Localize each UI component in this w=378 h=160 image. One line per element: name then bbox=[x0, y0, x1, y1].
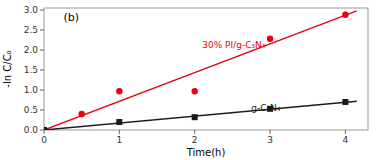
square-point bbox=[44, 127, 47, 130]
square-point bbox=[342, 99, 348, 105]
y-tick-label: 3.0 bbox=[24, 5, 39, 15]
circle-point bbox=[78, 111, 84, 117]
y-tick bbox=[40, 30, 44, 31]
circle-point bbox=[267, 36, 273, 42]
x-tick bbox=[44, 130, 45, 134]
y-tick bbox=[40, 90, 44, 91]
y-tick-label: 0.0 bbox=[24, 125, 39, 135]
y-tick-label: 0.5 bbox=[24, 105, 38, 115]
x-tick-label: 1 bbox=[116, 135, 122, 145]
x-tick-label: 4 bbox=[343, 135, 349, 145]
y-tick bbox=[40, 110, 44, 111]
y-tick-label: 2.0 bbox=[24, 45, 39, 55]
square-point bbox=[192, 114, 198, 120]
fit-line bbox=[44, 11, 357, 130]
x-tick bbox=[119, 130, 120, 134]
y-tick bbox=[40, 130, 44, 131]
circle-point bbox=[44, 127, 47, 130]
fit-line bbox=[44, 101, 357, 130]
axes: 0 1 2 3 4 0.0 0.5 1.0 1.5 2.0 2.5 3.0 bbox=[24, 5, 349, 145]
y-tick bbox=[40, 70, 44, 71]
y-tick bbox=[40, 10, 44, 11]
circle-point bbox=[191, 88, 197, 94]
annotation: g-C₃N₄ bbox=[251, 103, 281, 113]
plot-frame bbox=[44, 8, 368, 130]
y-tick-label: 2.5 bbox=[24, 25, 38, 35]
y-tick-label: 1.0 bbox=[24, 85, 39, 95]
plot-area bbox=[44, 11, 357, 130]
x-axis-label: Time(h) bbox=[186, 147, 226, 158]
title: (b) bbox=[63, 11, 79, 24]
y-tick bbox=[40, 50, 44, 51]
x-tick bbox=[345, 130, 346, 134]
x-tick bbox=[270, 130, 271, 134]
y-axis-label: -ln C/C₀ bbox=[2, 50, 13, 87]
y-tick-label: 1.5 bbox=[24, 65, 38, 75]
annotation: 30% PI/g-C₃N₄ bbox=[202, 40, 266, 50]
circle-point bbox=[116, 88, 122, 94]
x-tick-label: 0 bbox=[41, 135, 47, 145]
x-tick bbox=[194, 130, 195, 134]
square-point bbox=[116, 119, 122, 125]
x-tick-label: 2 bbox=[192, 135, 198, 145]
circle-point bbox=[342, 12, 348, 18]
chart: 0 1 2 3 4 0.0 0.5 1.0 1.5 2.0 2.5 3.0 Time(h) -ln C/C… bbox=[0, 0, 378, 160]
x-tick-label: 3 bbox=[267, 135, 273, 145]
